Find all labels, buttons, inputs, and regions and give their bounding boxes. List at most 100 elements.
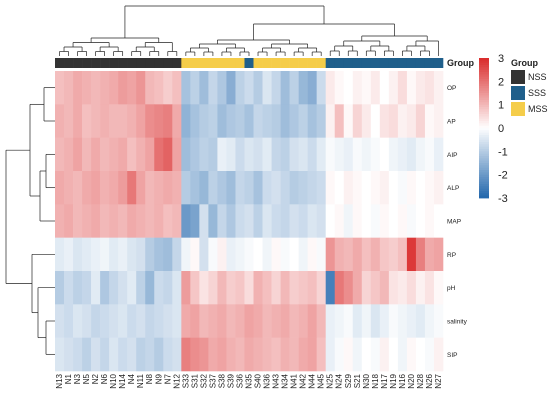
heatmap-cell: [127, 271, 137, 305]
heatmap-cell: [262, 71, 272, 105]
heatmap-cell: [415, 104, 426, 138]
heatmap-cell: [199, 104, 209, 138]
heatmap-cell: [406, 204, 417, 238]
heatmap-cell: [370, 271, 381, 305]
column-label: N45: [317, 373, 326, 388]
heatmap-cell: [361, 304, 372, 338]
heatmap-cell: [388, 137, 399, 172]
heatmap-cell: [154, 204, 164, 238]
heatmap-cell: [73, 71, 83, 105]
heatmap-cell: [181, 71, 191, 105]
heatmap-cell: [127, 171, 137, 205]
heatmap-cell: [370, 171, 381, 205]
colorbar-segment: [479, 67, 489, 71]
column-label: S29: [344, 373, 353, 388]
heatmap-cell: [100, 104, 110, 138]
legend-title: Group: [511, 58, 538, 68]
group-annotation-cell: [199, 58, 209, 68]
heatmap-cell: [226, 271, 236, 305]
heatmap-cell: [253, 171, 263, 205]
colorbar-segment: [479, 142, 489, 145]
heatmap-cell: [109, 237, 119, 272]
colorbar-segment: [479, 74, 489, 78]
colorbar-segment: [479, 179, 489, 183]
heatmap-cell: [190, 137, 200, 172]
column-label: N36: [263, 373, 272, 388]
column-label: N2: [91, 373, 100, 384]
group-annotation-cell: [307, 58, 317, 68]
group-annotation-cell: [325, 58, 336, 68]
heatmap-cell: [172, 337, 182, 372]
row-label: AIP: [447, 152, 457, 159]
column-label: N17: [380, 373, 389, 388]
heatmap-cell: [163, 337, 173, 372]
heatmap-cell: [109, 271, 119, 305]
heatmap-cell: [388, 171, 399, 205]
heatmap-cell: [199, 137, 209, 172]
column-label: N44: [308, 373, 317, 388]
colorbar-segment: [479, 193, 489, 197]
heatmap-cell: [244, 71, 254, 105]
heatmap-cell: [397, 171, 408, 205]
heatmap-cell: [91, 304, 101, 338]
colorbar-segment: [479, 170, 489, 173]
heatmap-cell: [352, 304, 363, 338]
heatmap-cell: [307, 137, 317, 172]
column-label: N19: [389, 373, 398, 388]
heatmap-cell: [388, 237, 399, 272]
heatmap-cell: [91, 337, 101, 372]
heatmap-cell: [289, 337, 299, 372]
heatmap-cell: [424, 271, 435, 305]
heatmap-cell: [55, 137, 65, 172]
heatmap-cell: [163, 237, 173, 272]
heatmap-cell: [280, 104, 290, 138]
heatmap-cell: [235, 271, 245, 305]
heatmap-cell: [271, 71, 281, 105]
column-label: N24: [335, 373, 344, 388]
heatmap-cell: [172, 204, 182, 238]
heatmap-cell: [82, 304, 92, 338]
heatmap-cell: [118, 237, 128, 272]
heatmap-cell: [64, 137, 74, 172]
legend-swatch: [511, 86, 525, 100]
heatmap-cell: [370, 304, 381, 338]
colorbar-segment: [479, 156, 489, 159]
colorbar-segment: [479, 114, 489, 117]
heatmap-cell: [172, 71, 182, 105]
heatmap-cell: [280, 171, 290, 205]
group-annotation-cell: [118, 58, 128, 68]
row-label: AP: [447, 119, 456, 126]
colorbar-segment: [479, 163, 489, 166]
heatmap-cell: [271, 137, 281, 172]
column-label: N27: [434, 373, 443, 388]
heatmap-cell: [334, 71, 345, 105]
heatmap-cell: [307, 204, 317, 238]
heatmap-cell: [235, 71, 245, 105]
heatmap-cell: [217, 337, 227, 372]
heatmap-cell: [262, 137, 272, 172]
group-annotation-cell: [181, 58, 191, 68]
heatmap-cell: [208, 337, 218, 372]
heatmap-cell: [208, 71, 218, 105]
heatmap-cell: [64, 271, 74, 305]
group-annotation-cell: [298, 58, 308, 68]
heatmap-cell: [424, 137, 435, 172]
heatmap-cell: [307, 71, 317, 105]
heatmap-cell: [181, 237, 191, 272]
heatmap-cell: [118, 171, 128, 205]
colorbar-segment: [479, 69, 489, 73]
colorbar-segment: [479, 60, 489, 64]
heatmap-cell: [388, 204, 399, 238]
group-annotation-cell: [415, 58, 426, 68]
colorbar-segment: [479, 139, 489, 143]
heatmap-cell: [316, 271, 326, 305]
colorbar-segment: [479, 195, 489, 199]
heatmap-cell: [109, 204, 119, 238]
colorbar-segment: [479, 65, 489, 68]
heatmap-cell: [379, 304, 390, 338]
colorbar-tick-label: 0: [498, 123, 504, 135]
column-label: N30: [362, 373, 371, 388]
heatmap-cell: [253, 271, 263, 305]
heatmap-cell: [289, 137, 299, 172]
heatmap-cell: [145, 337, 155, 372]
